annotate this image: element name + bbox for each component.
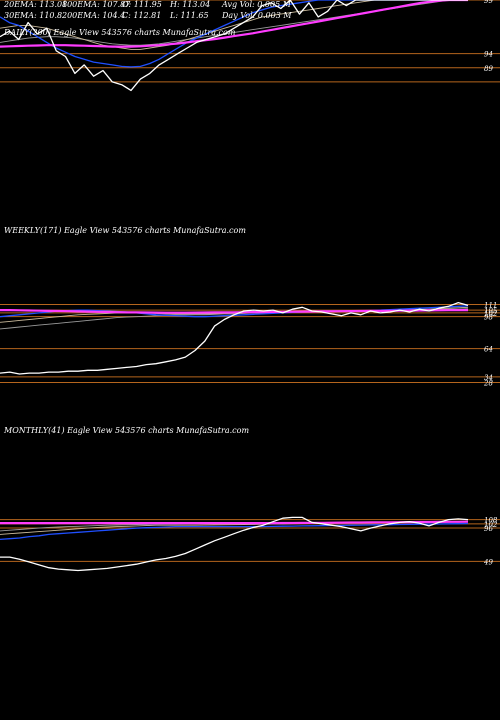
weekly-price-line [0, 301, 469, 375]
daily-ema-blue-line [0, 0, 468, 68]
monthly-tick-label: 102 [484, 521, 498, 529]
monthly-tick-label: 96 [484, 525, 493, 533]
daily-ema-tan-line [0, 0, 468, 50]
ema30-label: 30EMA: 110.8 [4, 11, 63, 20]
ema200-label: 200EMA: 104.4 [62, 11, 126, 20]
monthly-ema-blue-line [0, 522, 469, 541]
low-label: L: 111.65 [170, 11, 209, 20]
weekly-tick-label: 102 [484, 310, 498, 318]
ema100-label: 100EMA: 107.87 [62, 0, 131, 9]
monthly-panel-title: MONTHLY(41) Eagle View 543576 charts Mun… [4, 426, 250, 435]
weekly-panel-title: WEEKLY(171) Eagle View 543576 charts Mun… [4, 226, 246, 235]
weekly-tick-label: 98 [484, 314, 493, 322]
monthly-tick-label: 108 [484, 517, 498, 525]
ema20-label: 20EMA: 113.08 [4, 0, 68, 9]
weekly-tick-label: 28 [483, 379, 493, 387]
weekly-tick-label: 105 [484, 307, 498, 315]
monthly-price-line [0, 516, 469, 572]
day-vol-label: Day Vol: 0.003 M [222, 11, 292, 20]
daily-tick-label: 89 [484, 65, 493, 73]
monthly-tick-label: 49 [483, 558, 493, 566]
weekly-tick-label: 64 [484, 346, 493, 354]
daily-panel-title: DAILY(200) Eagle View 543576 charts Muna… [4, 28, 236, 37]
daily-panel: 99 94 89 [0, 0, 500, 92]
weekly-tick-label: 111 [484, 301, 497, 309]
daily-tick-label: 94 [484, 51, 493, 59]
weekly-tick-label: 34 [484, 374, 493, 382]
open-label: O: 111.95 [122, 0, 162, 9]
monthly-ema-magenta-line [0, 520, 469, 525]
avg-vol-label: Avg Vol: 0.005 M [222, 0, 291, 9]
high-label: H: 113.04 [170, 0, 211, 9]
daily-price-line [0, 0, 468, 92]
daily-ema-magenta-line [0, 0, 468, 48]
weekly-ema-magenta-line [0, 309, 468, 314]
close-label: C: 112.81 [122, 11, 162, 20]
daily-tick-label: 99 [484, 0, 493, 5]
